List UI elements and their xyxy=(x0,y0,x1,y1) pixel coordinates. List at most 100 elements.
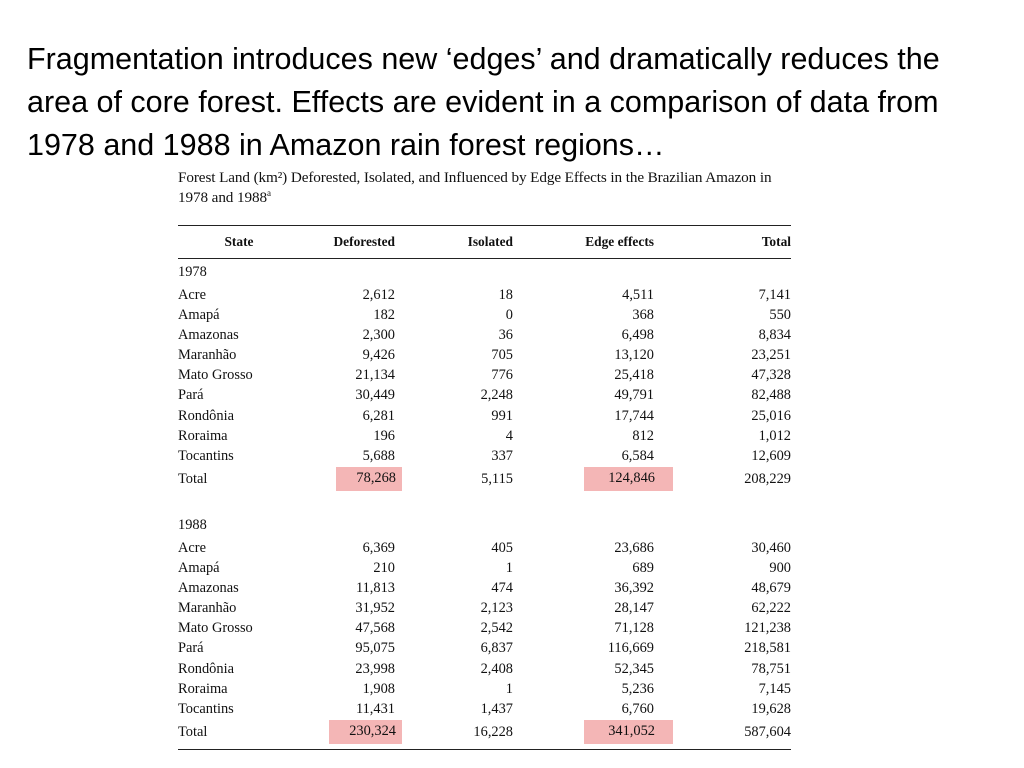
isolated-cell: 4 xyxy=(505,427,513,444)
total-isolated-cell: 16,228 xyxy=(473,723,513,740)
edge-effects-cell: 6,760 xyxy=(621,700,654,717)
edge-effects-cell: 17,744 xyxy=(614,407,654,424)
isolated-cell: 1,437 xyxy=(480,700,513,717)
year-row: 1978 xyxy=(178,259,791,285)
isolated-cell: 1 xyxy=(505,560,513,577)
edge-effects-cell: 6,584 xyxy=(621,447,654,464)
table-row: Roraima 1,908 1 5,236 7,145 xyxy=(178,679,791,699)
total-isolated-cell: 5,115 xyxy=(481,470,513,487)
column-header-isolated: Isolated xyxy=(467,234,513,249)
data-table-body: 1978 Acre 2,612 18 4,511 7,141 Amapá 182 0 368 550… xyxy=(178,259,791,745)
deforested-cell: 6,369 xyxy=(362,539,395,556)
deforested-cell: 11,813 xyxy=(355,580,395,597)
deforested-cell: 196 xyxy=(373,427,395,444)
isolated-cell: 474 xyxy=(491,580,513,597)
year-row: 1988 xyxy=(178,512,791,538)
deforested-cell: 23,998 xyxy=(355,660,395,677)
total-cell: 25,016 xyxy=(751,407,791,424)
deforested-cell: 11,431 xyxy=(355,700,395,717)
table-caption-footnote-mark: a xyxy=(266,187,271,198)
total-cell: 47,328 xyxy=(751,367,791,384)
isolated-cell: 18 xyxy=(498,287,513,303)
column-header-total: Total xyxy=(761,234,791,249)
table-row: Pará 30,449 2,248 49,791 82,488 xyxy=(178,385,791,405)
total-cell: 82,488 xyxy=(751,387,791,404)
state-cell: Tocantins xyxy=(178,447,234,464)
state-cell: Pará xyxy=(178,387,204,404)
slide-body-text: Fragmentation introduces new ‘edges’ and… xyxy=(27,42,940,162)
total-cell: 1,012 xyxy=(758,427,791,444)
group-spacer xyxy=(178,492,791,512)
isolated-cell: 6,837 xyxy=(480,640,513,657)
state-cell: Roraima xyxy=(178,427,228,444)
table-row: Maranhão 9,426 705 13,120 23,251 xyxy=(178,345,791,365)
table-row: Mato Grosso 21,134 776 25,418 47,328 xyxy=(178,365,791,385)
table-bottom-rule xyxy=(178,748,791,750)
total-cell: 78,751 xyxy=(751,660,791,677)
highlighted-total-edge-effects: 124,846 xyxy=(584,466,673,491)
edge-effects-cell: 36,392 xyxy=(614,580,654,597)
table-row: Maranhão 31,952 2,123 28,147 62,222 xyxy=(178,598,791,618)
isolated-cell: 705 xyxy=(491,347,513,364)
table-row: Acre 6,369 405 23,686 30,460 xyxy=(178,538,791,558)
total-cell: 23,251 xyxy=(751,347,791,364)
total-state-cell: Total xyxy=(178,723,208,740)
table-top-rule xyxy=(178,225,791,226)
table-row: Rondônia 23,998 2,408 52,345 78,751 xyxy=(178,659,791,679)
state-cell: Maranhão xyxy=(178,347,237,364)
edge-effects-cell: 116,669 xyxy=(607,640,654,657)
deforested-cell: 6,281 xyxy=(362,407,395,424)
state-cell: Acre xyxy=(178,539,206,556)
deforested-cell: 31,952 xyxy=(355,600,395,617)
isolated-cell: 2,248 xyxy=(480,387,513,404)
deforested-cell: 21,134 xyxy=(355,367,395,384)
column-header-deforested: Deforested xyxy=(333,234,395,249)
table-row: Amapá 182 0 368 550 xyxy=(178,305,791,325)
total-total-cell: 587,604 xyxy=(744,723,791,740)
deforested-cell: 2,612 xyxy=(362,287,395,303)
isolated-cell: 405 xyxy=(491,539,513,556)
deforested-cell: 9,426 xyxy=(362,347,395,364)
state-cell: Mato Grosso xyxy=(178,620,253,637)
total-cell: 12,609 xyxy=(751,447,791,464)
table-row: Acre 2,612 18 4,511 7,141 xyxy=(178,285,791,305)
state-cell: Roraima xyxy=(178,680,228,697)
column-header-edge-effects: Edge effects xyxy=(585,234,654,249)
total-cell: 19,628 xyxy=(751,700,791,717)
total-cell: 550 xyxy=(769,307,791,324)
total-cell: 7,141 xyxy=(758,287,791,303)
total-cell: 218,581 xyxy=(744,640,791,657)
total-total-cell: 208,229 xyxy=(744,470,791,487)
deforested-cell: 2,300 xyxy=(362,327,395,344)
total-cell: 48,679 xyxy=(751,580,791,597)
state-cell: Amazonas xyxy=(178,327,239,344)
state-cell: Rondônia xyxy=(178,660,234,677)
deforested-cell: 30,449 xyxy=(355,387,395,404)
total-cell: 900 xyxy=(769,560,791,577)
state-cell: Amazonas xyxy=(178,580,239,597)
edge-effects-cell: 52,345 xyxy=(614,660,654,677)
deforested-cell: 1,908 xyxy=(362,680,395,697)
year-label: 1978 xyxy=(178,264,207,280)
table-header-row: State Deforested Isolated Edge effects T… xyxy=(178,226,791,258)
state-cell: Pará xyxy=(178,640,204,657)
total-cell: 30,460 xyxy=(751,539,791,556)
year-label: 1988 xyxy=(178,516,207,533)
state-cell: Tocantins xyxy=(178,700,234,717)
isolated-cell: 0 xyxy=(505,307,513,324)
edge-effects-cell: 689 xyxy=(632,560,654,577)
total-state-cell: Total xyxy=(178,470,208,487)
table-row: Tocantins 11,431 1,437 6,760 19,628 xyxy=(178,699,791,719)
state-cell: Rondônia xyxy=(178,407,234,424)
total-cell: 7,145 xyxy=(758,680,791,697)
isolated-cell: 991 xyxy=(491,407,513,424)
deforested-cell: 5,688 xyxy=(362,447,395,464)
table-figure: Forest Land (km²) Deforested, Isolated, … xyxy=(178,168,793,750)
edge-effects-cell: 6,498 xyxy=(621,327,654,344)
table-caption: Forest Land (km²) Deforested, Isolated, … xyxy=(178,168,793,208)
edge-effects-cell: 5,236 xyxy=(621,680,654,697)
total-edge-effects-cell: 341,052 xyxy=(513,719,673,745)
data-table: State Deforested Isolated Edge effects T… xyxy=(178,226,791,258)
column-header-state: State xyxy=(224,234,254,249)
edge-effects-cell: 4,511 xyxy=(622,287,654,303)
